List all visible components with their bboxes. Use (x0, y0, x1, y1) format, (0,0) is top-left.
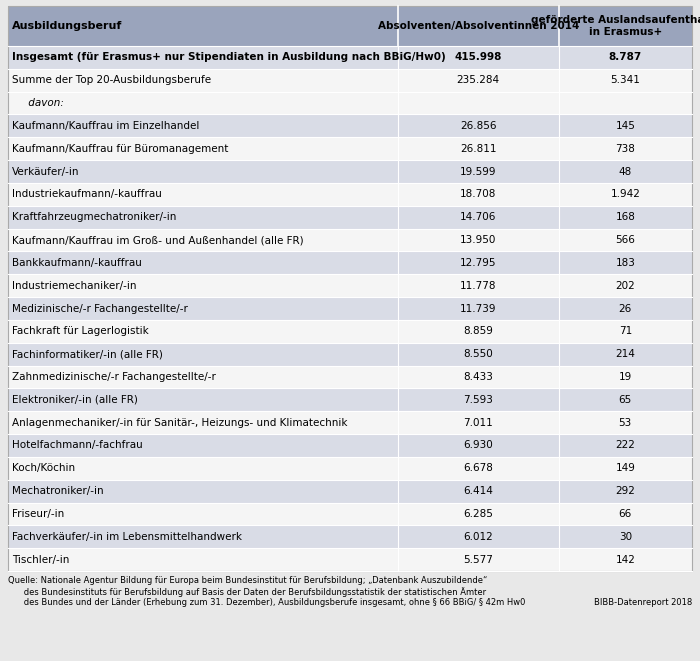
Text: Verkäufer/-in: Verkäufer/-in (12, 167, 80, 176)
Bar (8, 114, 692, 137)
Text: 66: 66 (619, 509, 632, 519)
Text: 11.778: 11.778 (460, 281, 496, 291)
Text: 183: 183 (615, 258, 635, 268)
Text: 71: 71 (619, 327, 632, 336)
Text: Industriekaufmann/-kauffrau: Industriekaufmann/-kauffrau (12, 189, 162, 200)
Text: Elektroniker/-in (alle FR): Elektroniker/-in (alle FR) (12, 395, 138, 405)
Text: 168: 168 (615, 212, 635, 222)
Text: Bankkaufmann/-kauffrau: Bankkaufmann/-kauffrau (12, 258, 142, 268)
Text: 5.577: 5.577 (463, 555, 494, 564)
Text: 53: 53 (619, 418, 632, 428)
Text: 13.950: 13.950 (460, 235, 496, 245)
Text: Mechatroniker/-in: Mechatroniker/-in (12, 486, 104, 496)
Text: 18.708: 18.708 (460, 189, 496, 200)
Bar (8, 548, 692, 571)
Bar (8, 457, 692, 480)
Bar (8, 137, 692, 160)
Bar (8, 251, 692, 274)
Bar (8, 502, 692, 525)
Bar (8, 320, 692, 343)
Text: 1.942: 1.942 (610, 189, 640, 200)
Text: Industriemechaniker/-in: Industriemechaniker/-in (12, 281, 136, 291)
Text: Kaufmann/Kauffrau für Büromanagement: Kaufmann/Kauffrau für Büromanagement (12, 143, 228, 154)
Text: 566: 566 (615, 235, 635, 245)
Bar (8, 92, 692, 114)
Bar (8, 206, 692, 229)
Text: Medizinische/-r Fachangestellte/-r: Medizinische/-r Fachangestellte/-r (12, 303, 188, 313)
Text: Insgesamt (für Erasmus+ nur Stipendiaten in Ausbildung nach BBiG/Hw0): Insgesamt (für Erasmus+ nur Stipendiaten… (12, 52, 446, 62)
Bar (8, 389, 692, 411)
Text: 26: 26 (619, 303, 632, 313)
Text: 8.433: 8.433 (463, 372, 494, 382)
Text: Tischler/-in: Tischler/-in (12, 555, 69, 564)
Text: 12.795: 12.795 (460, 258, 496, 268)
Text: Fachkraft für Lagerlogistik: Fachkraft für Lagerlogistik (12, 327, 148, 336)
Text: Hotelfachmann/-fachfrau: Hotelfachmann/-fachfrau (12, 440, 143, 450)
Text: 30: 30 (619, 531, 632, 542)
Text: Ausbildungsberuf: Ausbildungsberuf (12, 21, 122, 31)
Bar (8, 411, 692, 434)
Text: 8.787: 8.787 (609, 52, 642, 62)
Text: 292: 292 (615, 486, 635, 496)
Text: Fachverkäufer/-in im Lebensmittelhandwerk: Fachverkäufer/-in im Lebensmittelhandwer… (12, 531, 242, 542)
Text: 235.284: 235.284 (456, 75, 500, 85)
Bar (8, 183, 692, 206)
Text: BIBB-Datenreport 2018: BIBB-Datenreport 2018 (594, 598, 692, 607)
Text: Absolventen/Absolventinnen 2014: Absolventen/Absolventinnen 2014 (377, 21, 579, 31)
Bar (8, 6, 692, 571)
Text: des Bundesinstituts für Berufsbildung auf Basis der Daten der Berufsbildungsstat: des Bundesinstituts für Berufsbildung au… (8, 587, 486, 597)
Text: Kaufmann/Kauffrau im Groß- und Außenhandel (alle FR): Kaufmann/Kauffrau im Groß- und Außenhand… (12, 235, 304, 245)
Bar (8, 6, 692, 46)
Text: 6.012: 6.012 (463, 531, 493, 542)
Text: 738: 738 (615, 143, 635, 154)
Text: 6.414: 6.414 (463, 486, 494, 496)
Text: 11.739: 11.739 (460, 303, 496, 313)
Text: 145: 145 (615, 121, 635, 131)
Text: Koch/Köchin: Koch/Köchin (12, 463, 75, 473)
Text: Kaufmann/Kauffrau im Einzelhandel: Kaufmann/Kauffrau im Einzelhandel (12, 121, 199, 131)
Bar (8, 274, 692, 297)
Bar (8, 69, 692, 92)
Text: des Bundes und der Länder (Erhebung zum 31. Dezember), Ausbildungsberufe insgesa: des Bundes und der Länder (Erhebung zum … (8, 598, 526, 607)
Text: 65: 65 (619, 395, 632, 405)
Text: 8.859: 8.859 (463, 327, 494, 336)
Text: 214: 214 (615, 349, 635, 359)
Text: 7.011: 7.011 (463, 418, 493, 428)
Text: 415.998: 415.998 (454, 52, 502, 62)
Text: davon:: davon: (12, 98, 64, 108)
Text: 149: 149 (615, 463, 635, 473)
Bar (8, 343, 692, 366)
Bar (8, 46, 692, 69)
Text: Fachinformatiker/-in (alle FR): Fachinformatiker/-in (alle FR) (12, 349, 163, 359)
Text: 26.856: 26.856 (460, 121, 496, 131)
Text: 5.341: 5.341 (610, 75, 640, 85)
Text: Quelle: Nationale Agentur Bildung für Europa beim Bundesinstitut für Berufsbildu: Quelle: Nationale Agentur Bildung für Eu… (8, 576, 487, 585)
Text: 6.285: 6.285 (463, 509, 494, 519)
Text: 48: 48 (619, 167, 632, 176)
Bar (8, 434, 692, 457)
Text: Zahnmedizinische/-r Fachangestellte/-r: Zahnmedizinische/-r Fachangestellte/-r (12, 372, 216, 382)
Text: 14.706: 14.706 (460, 212, 496, 222)
Text: 202: 202 (615, 281, 635, 291)
Text: 222: 222 (615, 440, 635, 450)
Text: 7.593: 7.593 (463, 395, 494, 405)
Text: Summe der Top 20-Ausbildungsberufe: Summe der Top 20-Ausbildungsberufe (12, 75, 211, 85)
Bar (8, 297, 692, 320)
Text: 26.811: 26.811 (460, 143, 496, 154)
Bar (8, 160, 692, 183)
Text: 6.678: 6.678 (463, 463, 494, 473)
Text: Friseur/-in: Friseur/-in (12, 509, 64, 519)
Text: 19.599: 19.599 (460, 167, 496, 176)
Text: 8.550: 8.550 (463, 349, 493, 359)
Bar (8, 480, 692, 502)
Bar (8, 229, 692, 251)
Text: 19: 19 (619, 372, 632, 382)
Bar (8, 525, 692, 548)
Text: 6.930: 6.930 (463, 440, 493, 450)
Text: Anlagenmechaniker/-in für Sanitär-, Heizungs- und Klimatechnik: Anlagenmechaniker/-in für Sanitär-, Heiz… (12, 418, 347, 428)
Text: geförderte Auslandsaufenthalte
in Erasmus+: geförderte Auslandsaufenthalte in Erasmu… (531, 15, 700, 37)
Text: Kraftfahrzeugmechatroniker/-in: Kraftfahrzeugmechatroniker/-in (12, 212, 176, 222)
Text: 142: 142 (615, 555, 635, 564)
Bar (8, 366, 692, 389)
